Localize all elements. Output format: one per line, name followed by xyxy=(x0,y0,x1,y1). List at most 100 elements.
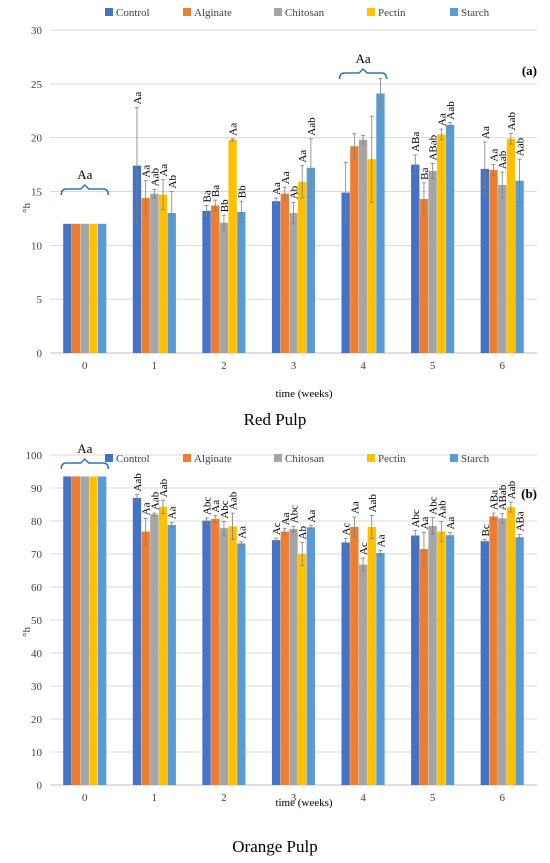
bar-control xyxy=(341,542,350,785)
panel-label-b: (b) xyxy=(521,486,537,501)
bar-alginate xyxy=(71,223,81,353)
significance-label: Aab xyxy=(228,491,240,510)
bar-control xyxy=(63,223,72,353)
bar-alginate xyxy=(489,169,498,353)
significance-label: Aa xyxy=(158,164,170,177)
legend-label-alginate: Alginate xyxy=(194,7,232,19)
legend-b: Control Alginate Chitosan Pectin Starch xyxy=(105,453,490,465)
significance-label: Aa xyxy=(445,517,457,530)
significance-label: Bb xyxy=(236,185,248,198)
significance-label: ABa xyxy=(515,511,527,531)
y-tick-label: 0 xyxy=(37,348,43,360)
significance-label: Aa xyxy=(141,165,153,178)
significance-label: ABa xyxy=(410,132,422,152)
legend-label-starch: Starch xyxy=(461,7,490,19)
y-tick-label: 30 xyxy=(31,681,43,693)
y-tick-label: 20 xyxy=(31,714,43,726)
bar-starch xyxy=(167,524,176,785)
bar-control xyxy=(341,192,350,353)
significance-label: Abc xyxy=(202,497,214,515)
bar-control xyxy=(132,497,142,785)
bar-alginate xyxy=(211,519,220,785)
significance-label: Abc xyxy=(289,505,301,523)
significance-label: Aab xyxy=(132,473,144,492)
bar-chitosan xyxy=(289,213,298,353)
caption-red-pulp: Red Pulp xyxy=(244,410,307,429)
significance-label: Aab xyxy=(436,500,448,519)
bar-control xyxy=(271,540,281,785)
significance-label: Aa xyxy=(280,171,292,184)
significance-label: Aa xyxy=(271,182,283,195)
significance-label: Aa xyxy=(141,502,153,515)
significance-label: Ab xyxy=(297,526,309,540)
significance-label: Ba xyxy=(419,168,431,180)
significance-label: Aa xyxy=(419,517,431,530)
legend-swatch-starch xyxy=(450,8,458,16)
legend-swatch-starch xyxy=(450,454,458,462)
x-tick-label: 4 xyxy=(360,792,366,804)
significance-label: Aa xyxy=(228,123,240,136)
bracket-label: Aa xyxy=(77,441,92,456)
y-tick-label: 40 xyxy=(31,648,43,660)
significance-label: Aa xyxy=(349,501,361,514)
legend-swatch-alginate xyxy=(183,8,191,16)
y-tick-label: 30 xyxy=(31,25,43,37)
significance-label: Aab xyxy=(506,112,518,131)
bar-chitosan xyxy=(80,476,89,785)
significance-label: Ba xyxy=(210,185,222,197)
bracket-label: Aa xyxy=(77,167,92,182)
x-axis-title-b: time (weeks) xyxy=(275,797,332,809)
significance-label: Aab xyxy=(306,117,318,136)
bar-alginate xyxy=(419,199,429,353)
bar-starch xyxy=(237,211,246,353)
bar-starch xyxy=(306,167,316,353)
legend-label-chitosan: Chitosan xyxy=(285,7,325,19)
x-tick-label: 6 xyxy=(499,360,505,372)
group-bracket xyxy=(60,183,110,196)
significance-label: Ba xyxy=(202,190,214,202)
y-axis-title-a: °h xyxy=(21,203,33,213)
significance-label: Aa xyxy=(297,150,309,163)
bar-pectin xyxy=(437,531,446,785)
legend-label-pectin: Pectin xyxy=(378,7,406,19)
significance-label: Ac xyxy=(271,522,283,535)
bar-control xyxy=(202,210,211,353)
panel-red-pulp: °h time (weeks) (a) Red Pulp 05101520253… xyxy=(21,7,537,429)
significance-label: Abc xyxy=(428,496,440,514)
caption-orange-pulp: Orange Pulp xyxy=(232,837,317,856)
bar-chitosan xyxy=(498,185,507,353)
bar-alginate xyxy=(71,476,81,785)
legend-label-control: Control xyxy=(116,7,150,19)
y-tick-label: 15 xyxy=(31,187,43,199)
bar-pectin xyxy=(367,159,376,353)
significance-label: Aa xyxy=(306,510,318,523)
bar-starch xyxy=(445,535,455,785)
x-tick-label: 6 xyxy=(499,792,505,804)
significance-label: ABab xyxy=(497,484,509,510)
bar-starch xyxy=(237,543,246,785)
bar-starch xyxy=(515,537,524,785)
significance-label: Aa xyxy=(210,500,222,513)
significance-label: Abc xyxy=(219,500,231,518)
significance-label: Bc xyxy=(480,524,492,536)
significance-label: Aa xyxy=(280,512,292,525)
significance-label: Ac xyxy=(341,523,353,536)
bar-alginate xyxy=(419,549,429,785)
panel-label-a: (a) xyxy=(522,63,537,78)
bar-pectin xyxy=(228,526,237,785)
bar-pectin xyxy=(298,181,307,353)
bar-starch xyxy=(376,553,385,785)
group-bracket xyxy=(338,67,388,80)
significance-label: Bb xyxy=(219,199,231,212)
y-tick-label: 100 xyxy=(26,450,43,462)
bar-alginate xyxy=(350,526,359,785)
legend-label-starch: Starch xyxy=(461,453,490,465)
significance-label: Ab xyxy=(167,175,179,189)
bar-control xyxy=(480,168,489,353)
x-tick-label: 2 xyxy=(221,360,227,372)
bar-alginate xyxy=(280,531,289,785)
bar-chitosan xyxy=(80,223,89,353)
significance-label: Aab xyxy=(515,137,527,156)
legend-label-chitosan: Chitosan xyxy=(285,453,325,465)
